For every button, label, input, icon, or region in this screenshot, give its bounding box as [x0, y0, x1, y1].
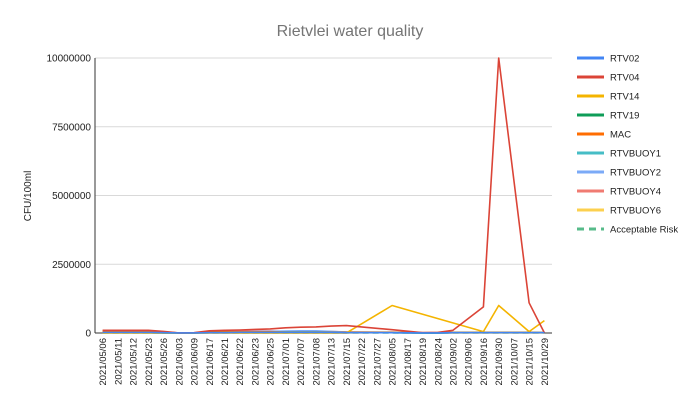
x-tick-label: 2021/09/30	[494, 338, 505, 386]
chart-title: Rietvlei water quality	[277, 23, 424, 40]
x-tick-label: 2021/06/25	[266, 338, 277, 386]
x-tick-label: 2021/10/29	[540, 338, 551, 386]
legend-item: RTV02	[577, 54, 639, 65]
legend-label: MAC	[610, 130, 631, 141]
x-tick-label: 2021/06/09	[190, 338, 201, 386]
legend-item: RTV19	[577, 111, 639, 122]
x-tick-label: 2021/09/02	[448, 338, 459, 386]
x-tick-label: 2021/07/08	[311, 338, 322, 386]
y-tick-label: 0	[85, 329, 91, 340]
gridlines	[94, 57, 552, 334]
y-tick-label: 2500000	[52, 260, 91, 271]
legend-item: RTVBUOY2	[577, 168, 661, 179]
x-tick-label: 2021/07/22	[357, 338, 368, 386]
legend-item: Acceptable Risk	[577, 225, 678, 236]
x-tick-label: 2021/06/22	[235, 338, 246, 386]
legend-label: RTVBUOY1	[610, 149, 661, 160]
x-tick-label: 2021/07/15	[342, 338, 353, 386]
y-axis-label: CFU/100ml	[23, 171, 34, 222]
y-tick-label: 5000000	[52, 191, 91, 202]
x-tick-label: 2021/10/15	[525, 338, 536, 386]
x-tick-labels: 2021/05/06 2021/05/11 2021/05/12 2021/05/23…	[98, 338, 551, 386]
legend-item: RTV04	[577, 73, 639, 84]
legend: RTV02 RTV04 RTV14 RTV19 MAC RTVBUOY1 RTVBUOY2 R…	[577, 54, 678, 236]
x-tick-label: 2021/06/17	[205, 338, 216, 386]
legend-item: RTVBUOY4	[577, 187, 661, 198]
legend-item: MAC	[577, 130, 631, 141]
x-tick-label: 2021/08/19	[418, 338, 429, 386]
x-tick-label: 2021/08/17	[403, 338, 414, 386]
series-line-rtv02	[102, 331, 545, 334]
x-tick-label: 2021/05/26	[159, 338, 170, 386]
series-lines	[102, 57, 546, 334]
legend-label: RTVBUOY6	[610, 206, 661, 217]
x-tick-label: 2021/05/06	[98, 338, 109, 386]
x-tick-label: 2021/06/23	[250, 338, 261, 386]
legend-item: RTVBUOY1	[577, 149, 661, 160]
y-tick-label: 10000000	[47, 54, 92, 65]
x-tick-label: 2021/05/23	[144, 338, 155, 386]
x-tick-label: 2021/07/27	[372, 338, 383, 386]
x-tick-label: 2021/08/05	[388, 338, 399, 386]
x-tick-label: 2021/09/16	[479, 338, 490, 386]
legend-label: Acceptable Risk	[610, 225, 678, 236]
legend-label: RTVBUOY2	[610, 168, 661, 179]
x-tick-label: 2021/05/12	[129, 338, 140, 386]
legend-label: RTV14	[610, 92, 639, 103]
x-tick-label: 2021/09/06	[464, 338, 475, 386]
legend-label: RTV02	[610, 54, 639, 65]
x-tick-label: 2021/06/21	[220, 338, 231, 386]
legend-item: RTV14	[577, 92, 639, 103]
y-tick-labels: 0 2500000 5000000 7500000 10000000	[47, 54, 92, 340]
series-line-rtv04	[102, 57, 546, 334]
y-tick-label: 7500000	[52, 122, 91, 133]
x-tick-label: 2021/10/07	[509, 338, 520, 386]
x-tick-label: 2021/05/11	[113, 338, 124, 385]
legend-label: RTVBUOY4	[610, 187, 661, 198]
legend-label: RTV19	[610, 111, 639, 122]
x-tick-label: 2021/07/01	[281, 338, 292, 386]
x-tick-label: 2021/06/03	[174, 338, 185, 386]
x-tick-label: 2021/08/24	[433, 338, 444, 386]
legend-label: RTV04	[610, 73, 639, 84]
series-line-rtv14	[102, 304, 545, 334]
x-tick-label: 2021/07/07	[296, 338, 307, 386]
x-tick-label: 2021/07/13	[327, 338, 338, 386]
legend-item: RTVBUOY6	[577, 206, 661, 217]
